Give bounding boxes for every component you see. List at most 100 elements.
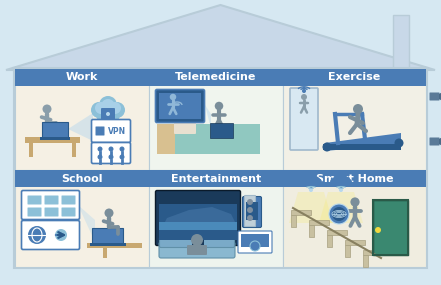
FancyBboxPatch shape — [241, 234, 269, 247]
Circle shape — [55, 229, 67, 241]
Circle shape — [101, 99, 115, 113]
FancyBboxPatch shape — [149, 69, 283, 86]
Circle shape — [108, 154, 113, 160]
FancyBboxPatch shape — [45, 207, 59, 217]
FancyBboxPatch shape — [156, 190, 240, 245]
Circle shape — [215, 102, 223, 110]
Polygon shape — [205, 105, 211, 129]
Circle shape — [106, 112, 110, 116]
FancyBboxPatch shape — [159, 194, 237, 240]
FancyBboxPatch shape — [159, 93, 201, 119]
Text: School: School — [61, 174, 103, 184]
Circle shape — [106, 108, 120, 122]
FancyBboxPatch shape — [90, 243, 126, 245]
Circle shape — [339, 188, 343, 192]
FancyBboxPatch shape — [309, 225, 314, 237]
Circle shape — [247, 207, 253, 213]
Circle shape — [247, 215, 253, 221]
Circle shape — [309, 188, 313, 192]
Polygon shape — [325, 133, 401, 151]
Circle shape — [332, 207, 346, 221]
FancyBboxPatch shape — [15, 170, 149, 267]
Circle shape — [302, 89, 306, 93]
Polygon shape — [68, 113, 93, 141]
FancyBboxPatch shape — [393, 15, 409, 70]
FancyBboxPatch shape — [25, 137, 80, 143]
FancyBboxPatch shape — [327, 230, 347, 235]
FancyBboxPatch shape — [27, 207, 41, 217]
Polygon shape — [439, 91, 441, 102]
FancyBboxPatch shape — [29, 143, 33, 157]
Circle shape — [95, 102, 107, 114]
FancyBboxPatch shape — [246, 202, 258, 220]
Circle shape — [303, 87, 306, 89]
Text: VPN: VPN — [108, 127, 126, 135]
Circle shape — [395, 139, 404, 148]
FancyBboxPatch shape — [72, 143, 76, 157]
Circle shape — [101, 110, 115, 124]
Circle shape — [375, 227, 381, 233]
FancyBboxPatch shape — [40, 137, 70, 139]
FancyBboxPatch shape — [283, 69, 426, 86]
Circle shape — [42, 105, 52, 113]
FancyBboxPatch shape — [103, 248, 107, 258]
Circle shape — [351, 198, 359, 207]
FancyBboxPatch shape — [373, 200, 408, 255]
FancyBboxPatch shape — [101, 108, 115, 120]
FancyBboxPatch shape — [157, 124, 175, 154]
FancyBboxPatch shape — [323, 144, 401, 150]
Circle shape — [28, 226, 46, 244]
Circle shape — [97, 154, 102, 160]
FancyBboxPatch shape — [283, 170, 426, 267]
FancyBboxPatch shape — [363, 255, 368, 267]
FancyBboxPatch shape — [91, 142, 131, 164]
FancyBboxPatch shape — [290, 88, 318, 150]
Circle shape — [120, 154, 124, 160]
Circle shape — [191, 234, 203, 246]
Circle shape — [97, 146, 102, 152]
Circle shape — [250, 241, 260, 251]
Circle shape — [301, 94, 307, 100]
FancyBboxPatch shape — [174, 120, 196, 134]
FancyBboxPatch shape — [93, 227, 123, 243]
FancyBboxPatch shape — [14, 68, 427, 268]
Circle shape — [329, 204, 349, 224]
FancyBboxPatch shape — [61, 207, 75, 217]
FancyBboxPatch shape — [291, 210, 311, 215]
FancyBboxPatch shape — [149, 170, 283, 187]
Circle shape — [120, 146, 124, 152]
Wedge shape — [300, 175, 322, 188]
FancyBboxPatch shape — [27, 196, 41, 205]
FancyBboxPatch shape — [345, 240, 365, 245]
Polygon shape — [289, 192, 333, 223]
Circle shape — [247, 199, 253, 205]
FancyBboxPatch shape — [430, 137, 440, 146]
Polygon shape — [78, 205, 95, 242]
Text: Smart Home: Smart Home — [316, 174, 393, 184]
FancyBboxPatch shape — [283, 69, 426, 170]
FancyBboxPatch shape — [91, 119, 131, 142]
FancyBboxPatch shape — [363, 250, 383, 255]
Circle shape — [91, 102, 107, 118]
FancyBboxPatch shape — [244, 196, 255, 227]
Text: Entertainment: Entertainment — [171, 174, 261, 184]
FancyBboxPatch shape — [149, 69, 283, 170]
FancyBboxPatch shape — [15, 69, 149, 86]
FancyBboxPatch shape — [283, 170, 426, 187]
Circle shape — [353, 104, 363, 114]
FancyBboxPatch shape — [159, 194, 237, 204]
Circle shape — [105, 209, 113, 217]
FancyBboxPatch shape — [15, 69, 149, 170]
FancyBboxPatch shape — [149, 170, 283, 267]
FancyBboxPatch shape — [345, 245, 350, 257]
FancyBboxPatch shape — [45, 196, 59, 205]
FancyBboxPatch shape — [327, 235, 332, 247]
FancyBboxPatch shape — [15, 170, 149, 187]
Polygon shape — [439, 136, 441, 147]
FancyBboxPatch shape — [210, 123, 233, 137]
FancyBboxPatch shape — [159, 242, 235, 258]
Circle shape — [170, 94, 176, 100]
FancyBboxPatch shape — [430, 93, 440, 101]
FancyBboxPatch shape — [87, 243, 142, 248]
Circle shape — [109, 102, 125, 118]
